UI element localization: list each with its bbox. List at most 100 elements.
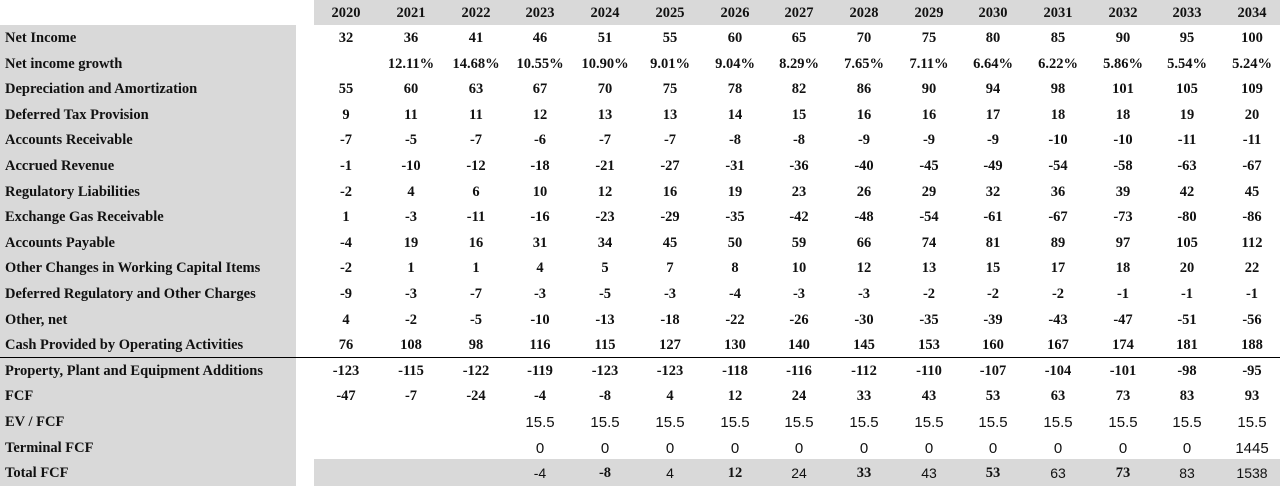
value-cell: 53 <box>985 465 1001 482</box>
value-cell: -3 <box>663 286 677 302</box>
value-cell: 4 <box>407 183 415 200</box>
value-cell: -7 <box>339 132 353 149</box>
value-cell: 15.5 <box>1108 414 1138 431</box>
value-cell: -115 <box>398 362 424 379</box>
value-cell: 50 <box>727 234 743 251</box>
value-cell: -35 <box>919 311 939 328</box>
value-cell: 108 <box>400 337 422 354</box>
value-cell: 16 <box>856 106 872 123</box>
value-cell: 174 <box>1112 337 1134 354</box>
value-cell: 15.5 <box>655 414 685 431</box>
value-cell: 16 <box>468 234 484 251</box>
value-cell: 4 <box>342 311 350 328</box>
year-header-2026: 2026 <box>720 5 750 21</box>
value-cell: 0 <box>535 439 545 457</box>
value-cell: 95 <box>1179 30 1195 46</box>
value-cell: 76 <box>338 337 354 354</box>
value-cell: -86 <box>1242 209 1262 226</box>
row-label: Depreciation and Amortization <box>5 81 198 98</box>
value-cell: 89 <box>1050 234 1066 251</box>
year-header-row: 2020 2021 2022 2023 2024 2025 2026 2027 2028 2029… <box>0 0 1280 25</box>
year-header-2032: 2032 <box>1108 5 1138 21</box>
year-header-2030: 2030 <box>978 5 1008 21</box>
value-cell: -5 <box>404 132 418 149</box>
value-cell: 12 <box>856 260 872 277</box>
value-cell: 75 <box>662 81 678 98</box>
row-label: Deferred Regulatory and Other Charges <box>5 286 256 302</box>
value-cell: -9 <box>857 132 871 149</box>
value-cell: 90 <box>921 81 937 98</box>
value-cell <box>379 436 443 461</box>
value-cell: 83 <box>1179 388 1195 405</box>
value-cell: -2 <box>1051 286 1065 302</box>
value-cell <box>314 436 378 461</box>
value-cell: -67 <box>1242 158 1262 174</box>
value-cell: 70 <box>597 81 613 98</box>
value-cell: -12 <box>466 158 486 174</box>
value-cell: -7 <box>598 132 612 149</box>
value-cell: 15.5 <box>1237 414 1267 431</box>
value-cell: -8 <box>728 132 742 149</box>
value-cell: 145 <box>853 337 875 354</box>
value-cell: 0 <box>1182 439 1192 457</box>
value-cell: 15.5 <box>590 414 620 431</box>
row-label: EV / FCF <box>5 414 65 430</box>
value-cell: -26 <box>789 311 809 328</box>
value-cell: 31 <box>532 234 548 251</box>
value-cell: 83 <box>1179 465 1195 482</box>
value-cell: -21 <box>595 158 615 174</box>
value-cell: -112 <box>851 362 877 379</box>
row-label: Other Changes in Working Capital Items <box>5 260 261 277</box>
value-cell: -122 <box>462 362 490 379</box>
value-cell: -13 <box>595 311 615 328</box>
value-cell: 16 <box>662 183 678 200</box>
value-cell: 98 <box>1050 81 1066 98</box>
value-cell: 67 <box>532 81 548 98</box>
year-header-2022: 2022 <box>461 5 491 21</box>
value-cell: 0 <box>665 439 675 457</box>
value-cell: 15.5 <box>1043 414 1073 431</box>
value-cell: -36 <box>789 158 809 174</box>
value-cell: 60 <box>727 30 743 46</box>
value-cell: 11 <box>404 106 418 123</box>
value-cell: 20 <box>1244 106 1260 123</box>
row-label: Total FCF <box>5 465 69 482</box>
value-cell: -48 <box>854 209 874 226</box>
row-label: Regulatory Liabilities <box>5 183 140 200</box>
value-cell: -1 <box>1180 286 1194 302</box>
value-cell: -31 <box>725 158 745 174</box>
value-cell: 86 <box>856 81 872 98</box>
value-cell: 5.24% <box>1232 55 1272 72</box>
value-cell: 42 <box>1179 183 1195 200</box>
value-cell: 65 <box>791 30 807 46</box>
value-cell: 12 <box>597 183 613 200</box>
value-cell: 105 <box>1176 81 1198 98</box>
value-cell: 12 <box>727 388 743 405</box>
value-cell: 75 <box>921 30 937 46</box>
row-label: Other, net <box>5 311 68 328</box>
value-cell: 7 <box>666 260 674 277</box>
row-label: Net income growth <box>5 55 123 72</box>
value-cell: -95 <box>1242 362 1262 379</box>
value-cell: 4 <box>666 465 674 482</box>
value-cell: 32 <box>338 30 354 46</box>
value-cell: 188 <box>1241 337 1263 354</box>
value-cell: -8 <box>792 132 806 149</box>
value-cell: 63 <box>1050 465 1066 482</box>
value-cell: -119 <box>527 362 553 379</box>
value-cell: 5.54% <box>1167 55 1207 72</box>
value-cell: 90 <box>1115 30 1131 46</box>
value-cell: -123 <box>656 362 684 379</box>
value-cell: 15.5 <box>784 414 814 431</box>
value-cell: 0 <box>859 439 869 457</box>
value-cell: 100 <box>1241 30 1263 46</box>
value-cell: 0 <box>1118 439 1128 457</box>
value-cell: 29 <box>921 183 937 200</box>
value-cell: 66 <box>856 234 872 251</box>
value-cell: 80 <box>985 30 1001 46</box>
value-cell: 1445 <box>1235 439 1269 457</box>
value-cell: -104 <box>1044 362 1072 379</box>
year-header-2027: 2027 <box>784 5 814 21</box>
value-cell: 12 <box>727 465 743 482</box>
row-label-band <box>0 25 296 486</box>
